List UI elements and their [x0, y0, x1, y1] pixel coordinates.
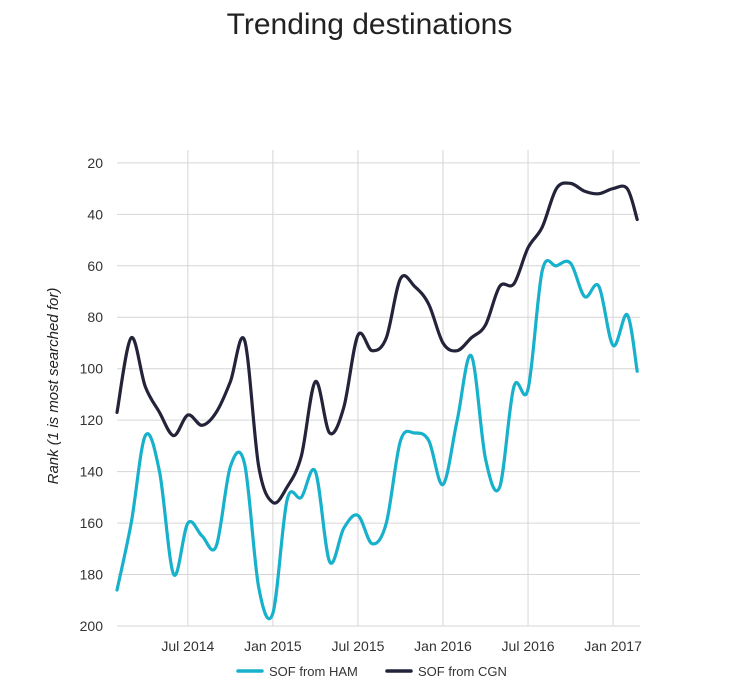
legend-label[interactable]: SOF from HAM [269, 664, 358, 679]
x-tick-label: Jul 2015 [331, 638, 384, 654]
y-tick-label: 180 [80, 567, 104, 583]
series-line-sof-from-ham [115, 258, 639, 621]
y-axis-label: Rank (1 is most searched for) [45, 288, 62, 485]
y-tick-label: 160 [80, 515, 104, 531]
y-tick-label: 200 [80, 618, 104, 634]
y-tick-label: 80 [87, 309, 103, 325]
y-tick-label: 20 [87, 155, 103, 171]
x-tick-label: Jul 2016 [502, 638, 555, 654]
series-line-sof-from-cgn [115, 181, 639, 505]
y-tick-label: 100 [80, 361, 104, 377]
x-tick-label: Jan 2016 [414, 638, 472, 654]
y-tick-label: 120 [80, 412, 104, 428]
x-tick-label: Jan 2017 [584, 638, 642, 654]
legend-label[interactable]: SOF from CGN [418, 664, 507, 679]
x-tick-label: Jan 2015 [244, 638, 302, 654]
chart-title: Trending destinations [226, 8, 513, 41]
y-tick-label: 140 [80, 464, 104, 480]
y-tick-label: 60 [87, 258, 103, 274]
y-tick-label: 40 [87, 206, 103, 222]
x-tick-label: Jul 2014 [161, 638, 214, 654]
